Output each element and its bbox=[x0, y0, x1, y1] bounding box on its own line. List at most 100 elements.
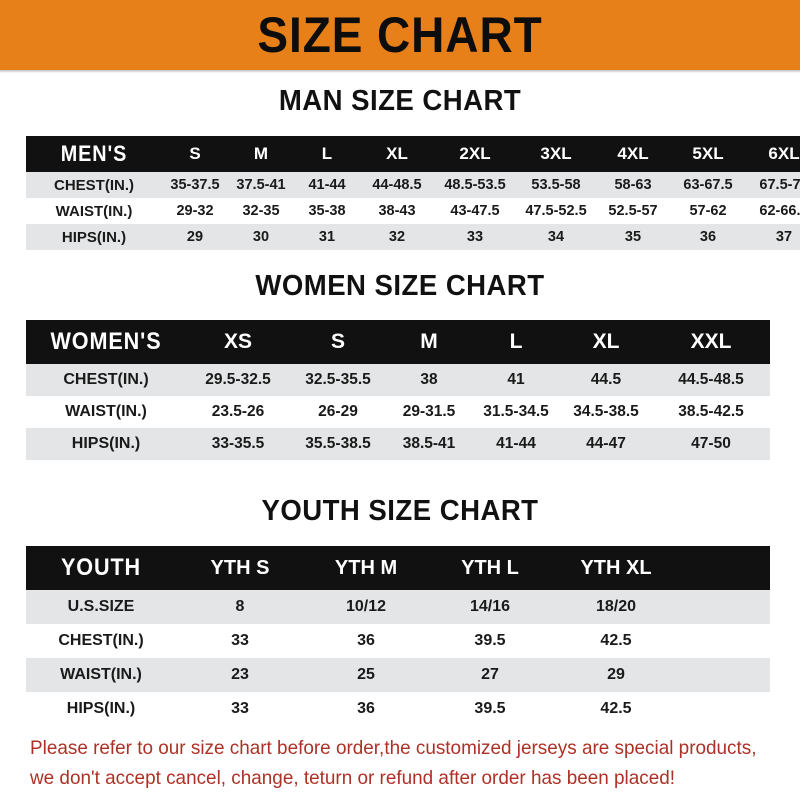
women-chest-1: 32.5-35.5 bbox=[305, 371, 371, 388]
youth-ussize-spacer bbox=[680, 590, 770, 624]
women-table-head: WOMEN'S XS S M L XL XXL bbox=[26, 320, 770, 364]
men-waist-3: 38-43 bbox=[378, 203, 416, 219]
men-col-header-7: 5XL bbox=[692, 144, 724, 163]
men-waist-8: 62-66.5 bbox=[759, 203, 800, 219]
women-header-row: WOMEN'S XS S M L XL XXL bbox=[26, 320, 770, 364]
order-disclaimer: Please refer to our size chart before or… bbox=[30, 733, 756, 793]
men-hips-4: 33 bbox=[466, 229, 484, 245]
women-table-body: CHEST(IN.) 29.5-32.5 32.5-35.5 38 41 44.… bbox=[26, 364, 770, 460]
men-table-body: CHEST(IN.) 35-37.5 37.5-41 41-44 44-48.5… bbox=[26, 172, 800, 250]
youth-chest-spacer bbox=[680, 624, 770, 658]
men-chest-6: 58-63 bbox=[614, 177, 652, 193]
table-row: WAIST(IN.) 23 25 27 29 bbox=[26, 658, 770, 692]
youth-hips-3: 42.5 bbox=[600, 700, 632, 717]
section-title-youth: YOUTH SIZE CHART bbox=[261, 495, 539, 527]
women-col-header-0: XS bbox=[223, 330, 252, 353]
men-waist-1: 32-35 bbox=[242, 203, 280, 219]
page-banner: SIZE CHART bbox=[0, 0, 800, 70]
youth-hips-1: 36 bbox=[357, 700, 375, 717]
women-corner-label: WOMEN'S bbox=[50, 328, 162, 355]
youth-ussize-3: 18/20 bbox=[595, 598, 637, 615]
banner-shadow-divider bbox=[0, 70, 800, 73]
women-col-header-1: S bbox=[330, 330, 345, 353]
table-row: WAIST(IN.) 29-32 32-35 35-38 38-43 43-47… bbox=[26, 198, 800, 224]
men-hips-1: 30 bbox=[252, 229, 270, 245]
youth-chest-3: 42.5 bbox=[600, 632, 632, 649]
men-chest-8: 67.5-72 bbox=[759, 177, 800, 193]
men-col-header-8: 6XL bbox=[768, 144, 800, 163]
men-hips-6: 35 bbox=[624, 229, 642, 245]
table-row: WAIST(IN.) 23.5-26 26-29 29-31.5 31.5-34… bbox=[26, 396, 770, 428]
men-col-header-6: 4XL bbox=[617, 144, 649, 163]
men-size-table: MEN'S S M L XL 2XL 3XL 4XL 5XL 6XL CHEST… bbox=[26, 136, 800, 250]
youth-row-label-chest: CHEST(IN.) bbox=[58, 632, 144, 649]
youth-chest-1: 36 bbox=[357, 632, 375, 649]
women-waist-5: 38.5-42.5 bbox=[678, 403, 744, 420]
men-chest-3: 44-48.5 bbox=[372, 177, 422, 193]
youth-col-header-0: YTH S bbox=[210, 556, 270, 579]
table-row: CHEST(IN.) 29.5-32.5 32.5-35.5 38 41 44.… bbox=[26, 364, 770, 396]
men-waist-0: 29-32 bbox=[176, 203, 214, 219]
youth-size-table: YOUTH YTH S YTH M YTH L YTH XL U.S.SIZE … bbox=[26, 546, 770, 726]
men-hips-0: 29 bbox=[186, 229, 204, 245]
youth-chest-0: 33 bbox=[231, 632, 249, 649]
women-col-header-5: XXL bbox=[690, 330, 732, 353]
women-chest-0: 29.5-32.5 bbox=[205, 371, 271, 388]
women-col-header-4: XL bbox=[592, 330, 620, 353]
men-corner-label: MEN'S bbox=[60, 141, 128, 166]
men-chest-0: 35-37.5 bbox=[170, 177, 220, 193]
men-waist-4: 43-47.5 bbox=[450, 203, 500, 219]
women-chest-2: 38 bbox=[420, 371, 438, 388]
women-size-table: WOMEN'S XS S M L XL XXL CHEST(IN.) 29.5-… bbox=[26, 320, 770, 460]
youth-row-label-hips: HIPS(IN.) bbox=[66, 700, 136, 717]
women-hips-2: 38.5-41 bbox=[402, 435, 456, 452]
men-col-header-1: M bbox=[253, 144, 269, 163]
men-hips-5: 34 bbox=[547, 229, 565, 245]
women-col-header-3: L bbox=[509, 330, 523, 353]
men-col-header-5: 3XL bbox=[540, 144, 572, 163]
women-row-label-hips: HIPS(IN.) bbox=[71, 435, 141, 452]
youth-hips-2: 39.5 bbox=[474, 700, 506, 717]
men-waist-6: 52.5-57 bbox=[608, 203, 658, 219]
disclaimer-line-2: we don't accept cancel, change, teturn o… bbox=[30, 767, 676, 789]
men-row-label-waist: WAIST(IN.) bbox=[55, 202, 133, 220]
women-hips-1: 35.5-38.5 bbox=[305, 435, 371, 452]
women-waist-3: 31.5-34.5 bbox=[483, 403, 549, 420]
youth-ussize-1: 10/12 bbox=[345, 598, 387, 615]
men-hips-3: 32 bbox=[388, 229, 406, 245]
table-row: HIPS(IN.) 33 36 39.5 42.5 bbox=[26, 692, 770, 726]
youth-waist-3: 29 bbox=[607, 666, 625, 683]
youth-col-header-1: YTH M bbox=[334, 556, 398, 579]
men-hips-2: 31 bbox=[318, 229, 336, 245]
men-header-row: MEN'S S M L XL 2XL 3XL 4XL 5XL 6XL bbox=[26, 136, 800, 172]
youth-waist-spacer bbox=[680, 658, 770, 692]
youth-header-row: YOUTH YTH S YTH M YTH L YTH XL bbox=[26, 546, 770, 590]
table-row: HIPS(IN.) 29 30 31 32 33 34 35 36 37 bbox=[26, 224, 800, 250]
women-chest-5: 44.5-48.5 bbox=[678, 371, 744, 388]
youth-hips-spacer bbox=[680, 692, 770, 726]
women-waist-1: 26-29 bbox=[318, 403, 358, 420]
men-chest-7: 63-67.5 bbox=[683, 177, 733, 193]
page-title: SIZE CHART bbox=[257, 7, 543, 63]
women-waist-2: 29-31.5 bbox=[402, 403, 456, 420]
youth-col-header-spacer bbox=[680, 546, 770, 590]
men-row-label-chest: CHEST(IN.) bbox=[54, 176, 134, 194]
women-hips-3: 41-44 bbox=[496, 435, 536, 452]
men-col-header-0: S bbox=[189, 144, 201, 163]
disclaimer-line-1: Please refer to our size chart before or… bbox=[30, 737, 757, 759]
men-row-label-hips: HIPS(IN.) bbox=[61, 228, 127, 246]
table-row: CHEST(IN.) 33 36 39.5 42.5 bbox=[26, 624, 770, 658]
women-hips-5: 47-50 bbox=[691, 435, 731, 452]
men-chest-4: 48.5-53.5 bbox=[444, 177, 506, 193]
men-col-header-2: L bbox=[321, 144, 333, 163]
table-row: U.S.SIZE 8 10/12 14/16 18/20 bbox=[26, 590, 770, 624]
women-waist-4: 34.5-38.5 bbox=[573, 403, 639, 420]
youth-corner-label: YOUTH bbox=[60, 554, 142, 581]
men-hips-7: 36 bbox=[699, 229, 717, 245]
men-waist-2: 35-38 bbox=[308, 203, 346, 219]
youth-row-label-waist: WAIST(IN.) bbox=[60, 666, 142, 683]
men-hips-8: 37 bbox=[775, 229, 793, 245]
women-hips-0: 33-35.5 bbox=[211, 435, 265, 452]
women-chest-3: 41 bbox=[507, 371, 525, 388]
